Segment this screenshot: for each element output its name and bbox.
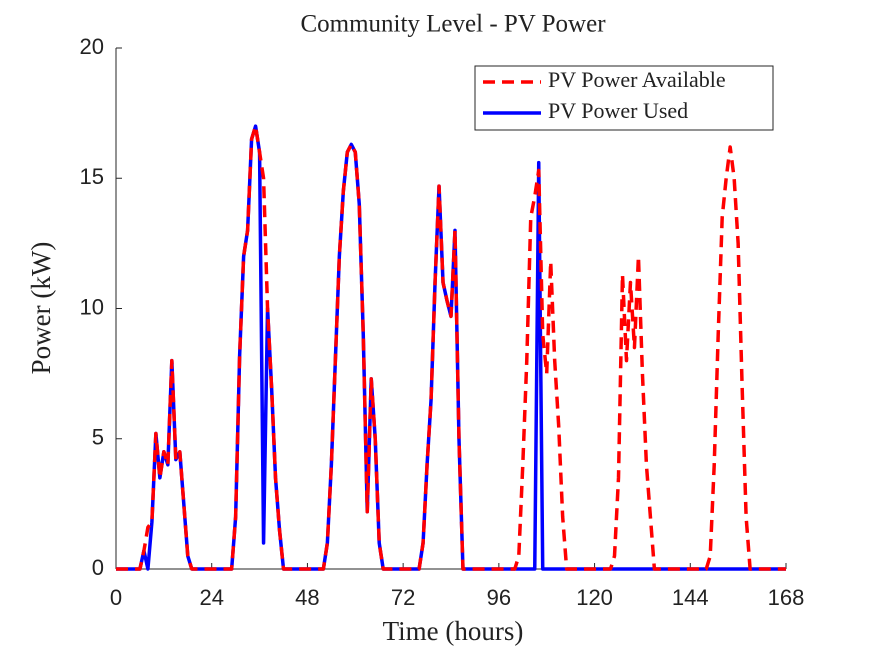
x-tick-label: 120: [576, 585, 613, 610]
legend-label: PV Power Used: [548, 98, 688, 123]
x-axis-label: Time (hours): [383, 616, 524, 646]
x-tick-label: 168: [768, 585, 805, 610]
legend-label: PV Power Available: [548, 67, 726, 92]
x-tick-label: 48: [295, 585, 319, 610]
legend-box: [474, 65, 774, 131]
x-tick-label: 24: [199, 585, 223, 610]
x-tick-label: 72: [391, 585, 415, 610]
y-tick-label: 5: [92, 425, 104, 450]
y-axis-label: Power (kW): [26, 242, 56, 375]
y-tick-label: 10: [80, 294, 104, 319]
y-tick-label: 15: [80, 164, 104, 189]
series-line: [116, 124, 786, 571]
y-tick-label: 20: [80, 34, 104, 59]
y-tick-label: 0: [92, 555, 104, 580]
chart-title: Community Level - PV Power: [300, 11, 606, 38]
x-tick-label: 96: [487, 585, 511, 610]
x-tick-label: 0: [110, 585, 122, 610]
x-tick-label: 144: [672, 585, 709, 610]
series-line: [116, 124, 786, 571]
